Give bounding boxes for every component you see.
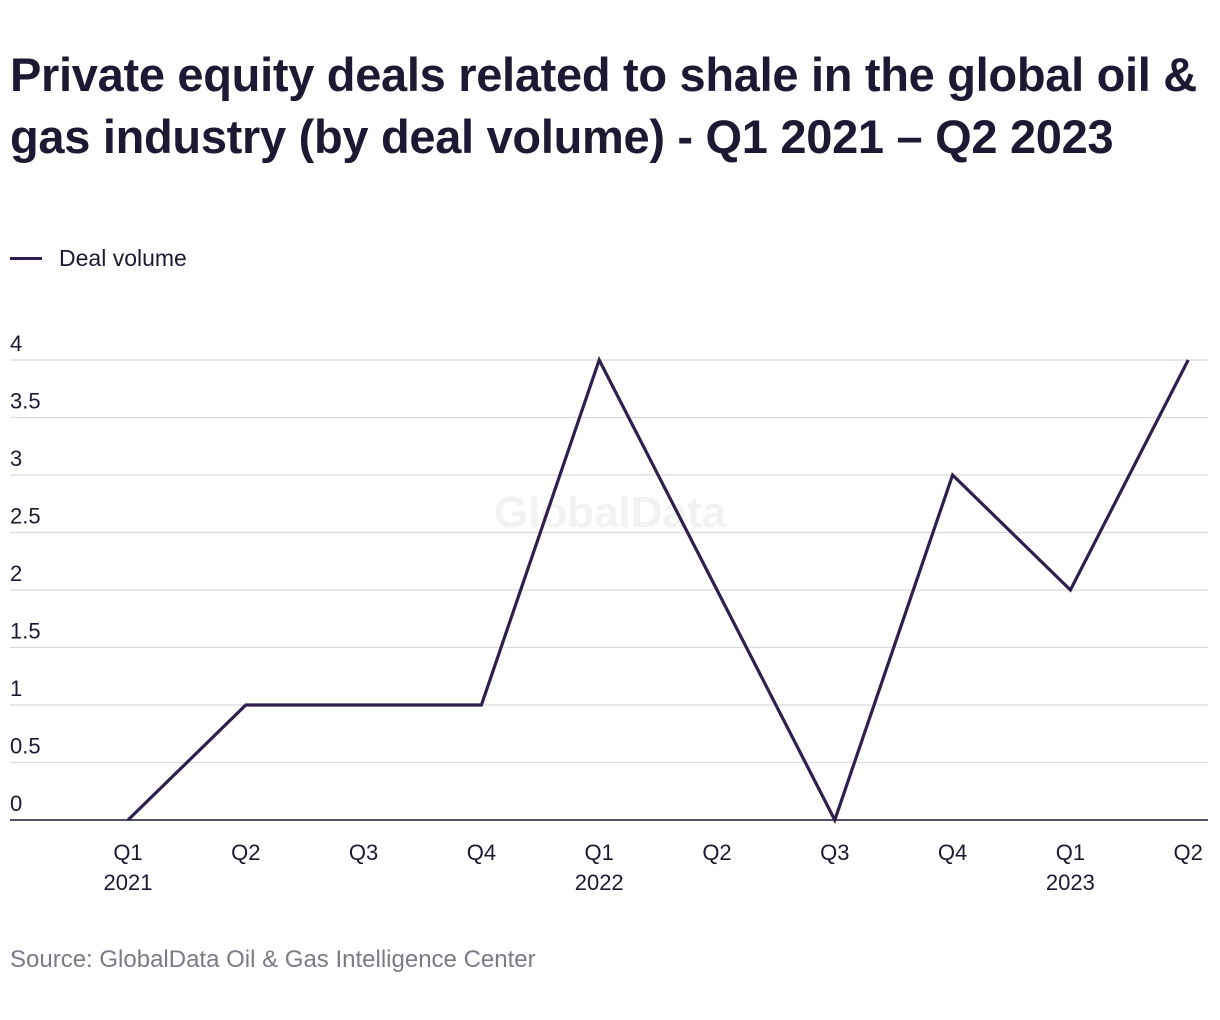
legend-swatch-deal-volume [10,256,42,260]
x-tick-label: Q3 [820,840,849,865]
legend: Deal volume [10,241,187,275]
y-tick-label: 0 [10,791,22,816]
x-tick-year-label: 2021 [104,870,153,895]
x-tick-label: Q1 [1056,840,1085,865]
x-tick-label: Q1 [113,840,142,865]
source-note: Source: GlobalData Oil & Gas Intelligenc… [10,946,536,973]
chart-title: Private equity deals related to shale in… [10,48,1197,163]
x-tick-year-label: 2023 [1046,870,1095,895]
y-tick-label: 4 [10,331,22,356]
y-tick-label: 2.5 [10,504,41,529]
y-tick-label: 3.5 [10,389,41,414]
y-tick-label: 0.5 [10,734,41,759]
x-tick-label: Q4 [467,840,496,865]
y-tick-label: 1 [10,676,22,701]
series-line-deal-volume [126,355,1190,825]
x-tick-label: Q2 [1174,840,1203,865]
watermark-logo: GlobalData [494,488,727,537]
legend-label-deal-volume: Deal volume [59,244,187,271]
x-tick-label: Q4 [938,840,967,865]
x-tick-label: Q3 [349,840,378,865]
chart-plot: GlobalData 0 0.5 1 1.5 2 2.5 3 3.5 4 Q1 2021 Q2 Q3 Q4 Q… [10,331,1208,895]
x-tick-label: Q2 [702,840,731,865]
x-tick-label: Q2 [231,840,260,865]
y-tick-label: 2 [10,561,22,586]
y-tick-label: 3 [10,446,22,471]
x-tick-label: Q1 [585,840,614,865]
y-tick-label: 1.5 [10,619,41,644]
x-tick-year-label: 2022 [575,870,624,895]
